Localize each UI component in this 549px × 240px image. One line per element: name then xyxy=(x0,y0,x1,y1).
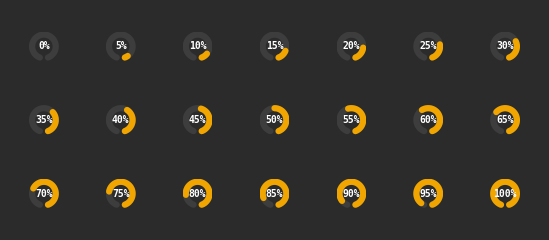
Text: 65%: 65% xyxy=(496,115,514,125)
Text: 45%: 45% xyxy=(189,115,206,125)
Text: 5%: 5% xyxy=(115,41,127,51)
Text: 40%: 40% xyxy=(112,115,130,125)
Text: 100%: 100% xyxy=(494,189,517,199)
Text: 90%: 90% xyxy=(343,189,360,199)
Text: 85%: 85% xyxy=(266,189,283,199)
Text: 80%: 80% xyxy=(189,189,206,199)
Text: 10%: 10% xyxy=(189,41,206,51)
Text: 95%: 95% xyxy=(419,189,437,199)
Text: 55%: 55% xyxy=(343,115,360,125)
Text: 60%: 60% xyxy=(419,115,437,125)
Text: 70%: 70% xyxy=(35,189,53,199)
Text: 15%: 15% xyxy=(266,41,283,51)
Text: 20%: 20% xyxy=(343,41,360,51)
Text: 75%: 75% xyxy=(112,189,130,199)
Text: 30%: 30% xyxy=(496,41,514,51)
Text: 35%: 35% xyxy=(35,115,53,125)
Text: 25%: 25% xyxy=(419,41,437,51)
Text: 0%: 0% xyxy=(38,41,50,51)
Text: 50%: 50% xyxy=(266,115,283,125)
